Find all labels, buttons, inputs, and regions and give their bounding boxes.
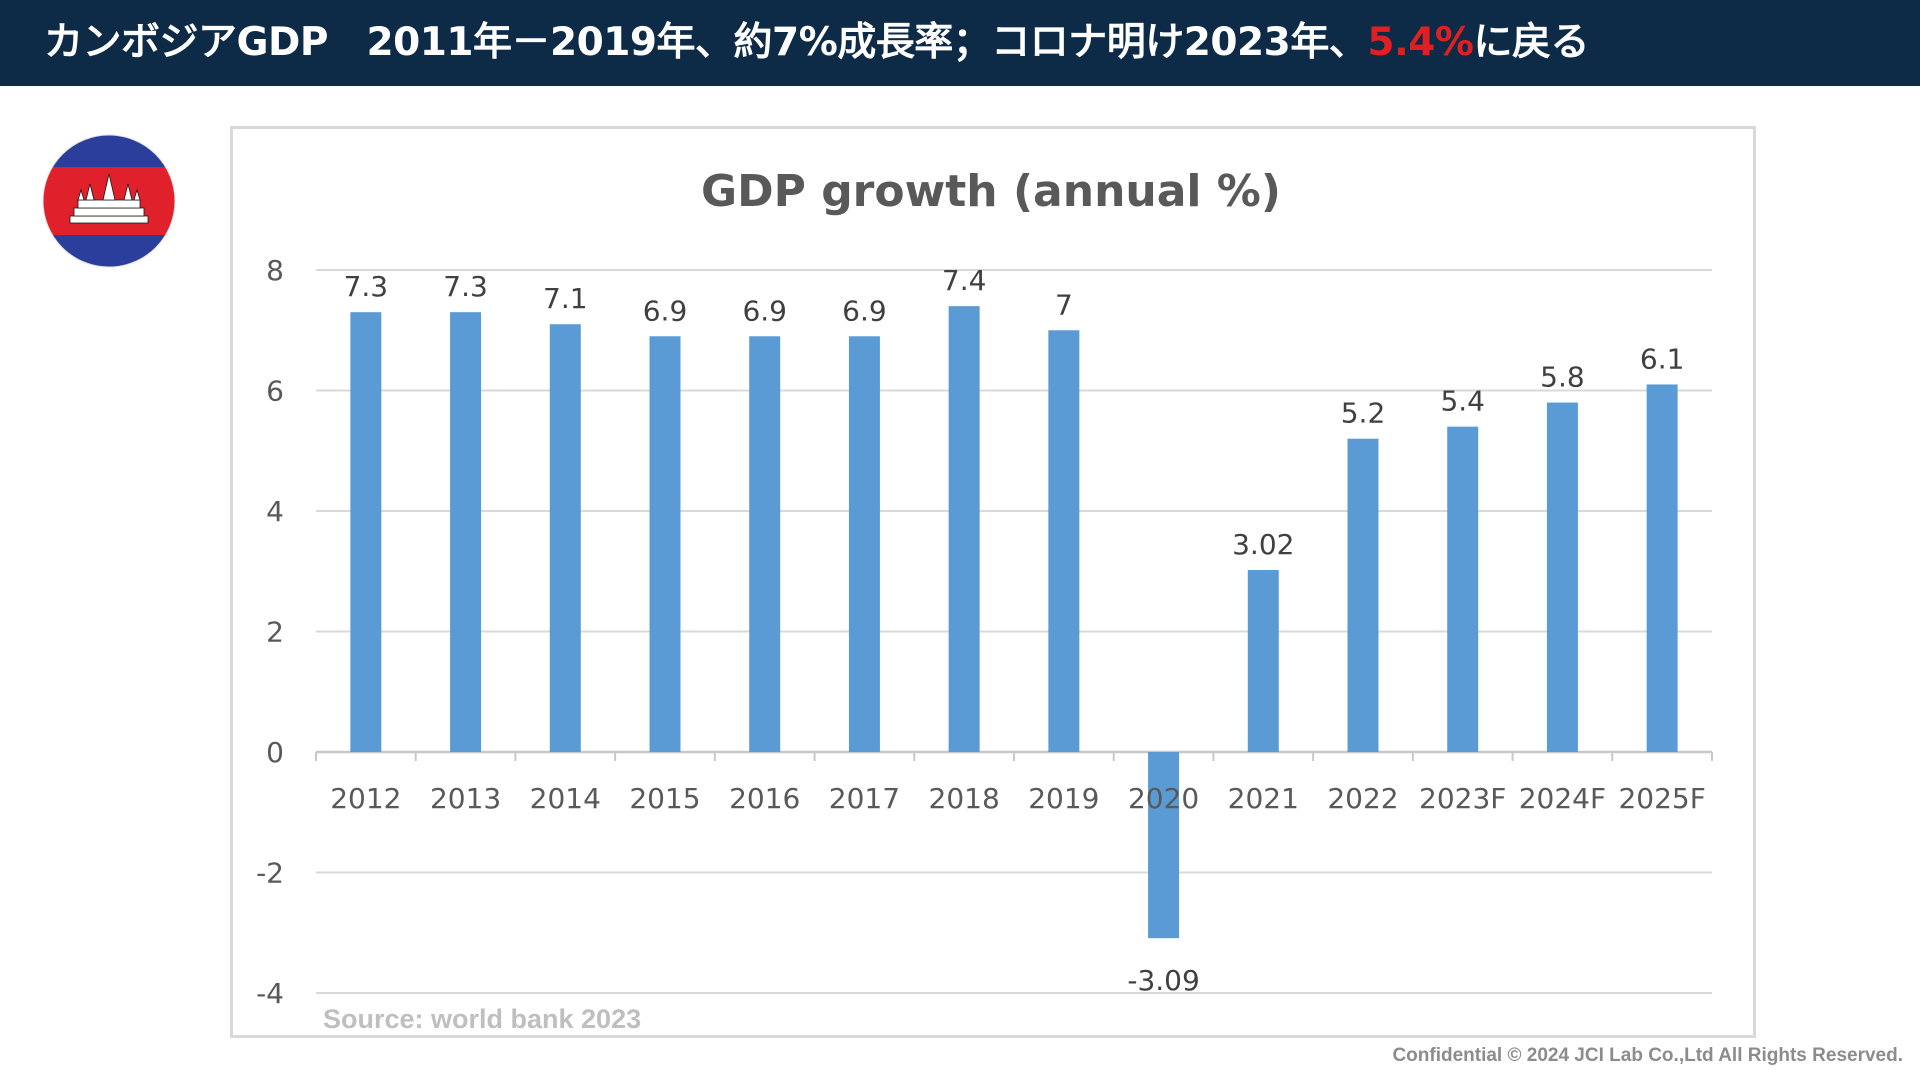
x-tick-label: 2017 [829, 782, 900, 815]
x-tick-label: 2023F [1419, 782, 1506, 815]
bar-2025F [1646, 384, 1678, 752]
bar-2017 [848, 336, 880, 752]
x-tick-label: 2021 [1228, 782, 1299, 815]
header-bar: カンボジアGDP 2011年－2019年、約7%成長率；コロナ明け2023年、5… [0, 0, 1920, 86]
title-prefix: カンボジアGDP 2011年－2019年、約7%成長率；コロナ明け2023年、 [44, 20, 1368, 65]
bar-2020 [1148, 752, 1180, 939]
y-tick-label: -2 [256, 857, 284, 890]
data-label: 7.3 [344, 270, 389, 303]
x-tick-label: 2015 [629, 782, 700, 815]
source-note: Source: world bank 2023 [323, 1004, 642, 1034]
x-tick-label: 2013 [430, 782, 501, 815]
bar-2013 [450, 312, 482, 752]
data-label: 5.8 [1540, 361, 1585, 394]
x-tick-label: 2014 [530, 782, 601, 815]
x-tick-label: 2019 [1028, 782, 1099, 815]
data-label: 6.1 [1640, 342, 1685, 375]
x-tick-label: 2012 [330, 782, 401, 815]
y-tick-label: 2 [266, 616, 284, 649]
data-label: 6.9 [842, 294, 887, 327]
bar-2016 [749, 336, 781, 752]
y-tick-label: 0 [266, 736, 284, 769]
bar-2014 [549, 324, 581, 752]
cambodia-flag-icon [42, 134, 176, 268]
x-tick-label: 2016 [729, 782, 800, 815]
title-highlight: 5.4% [1367, 20, 1474, 65]
data-label: 6.9 [643, 294, 688, 327]
x-tick-label: 2020 [1128, 782, 1199, 815]
bar-2023F [1447, 426, 1479, 752]
y-tick-label: 4 [266, 495, 284, 528]
bar-2024F [1546, 402, 1578, 752]
title-suffix: に戻る [1473, 20, 1590, 65]
x-tick-label: 2018 [929, 782, 1000, 815]
chart-title: GDP growth (annual %) [701, 166, 1281, 217]
copyright-footer: Confidential © 2024 JCI Lab Co.,Ltd All … [1392, 1045, 1903, 1066]
x-tick-label: 2022 [1327, 782, 1398, 815]
data-label: 5.2 [1341, 397, 1386, 430]
bar-2021 [1247, 570, 1279, 752]
data-label: 7.4 [942, 264, 987, 297]
y-tick-label: 6 [266, 375, 284, 408]
data-label: 6.9 [742, 294, 787, 327]
bar-2022 [1347, 438, 1379, 752]
data-label: 7 [1055, 288, 1073, 321]
x-tick-label: 2025F [1618, 782, 1705, 815]
data-label: 7.3 [443, 270, 488, 303]
x-tick-label: 2024F [1519, 782, 1606, 815]
data-label: 7.1 [543, 282, 588, 315]
bar-2018 [948, 306, 980, 752]
data-label: 3.02 [1232, 528, 1294, 561]
data-label: -3.09 [1127, 964, 1199, 997]
bar-2012 [350, 312, 382, 752]
bar-2015 [649, 336, 681, 752]
data-label: 5.4 [1440, 385, 1485, 418]
bar-2019 [1048, 330, 1080, 752]
y-tick-label: 8 [266, 254, 284, 287]
chart-frame [230, 126, 1756, 1038]
y-tick-label: -4 [256, 977, 284, 1010]
page-title: カンボジアGDP 2011年－2019年、約7%成長率；コロナ明け2023年、5… [44, 0, 1590, 86]
